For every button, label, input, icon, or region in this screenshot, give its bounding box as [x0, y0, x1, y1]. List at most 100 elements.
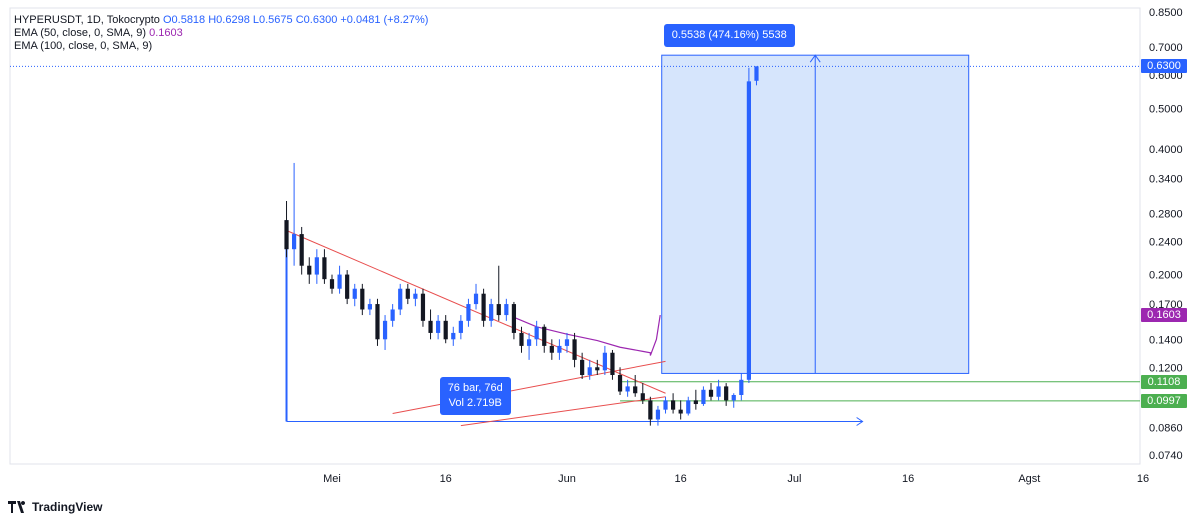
candle-body — [413, 293, 418, 299]
price-measure-label[interactable]: 0.5538 (474.16%) 5538 — [663, 24, 795, 48]
level2-price-tag: 0.0997 — [1141, 393, 1187, 408]
candle-body — [299, 234, 304, 266]
ema50-value: 0.1603 — [149, 27, 183, 39]
candle-body — [360, 288, 365, 310]
y-tick-label: 0.6000 — [1149, 70, 1183, 82]
candle-body — [314, 257, 319, 275]
measure-up-arrowhead — [809, 54, 821, 63]
candle-body — [625, 386, 630, 392]
ema100-label[interactable]: EMA (100, close, 0, SMA, 9) — [14, 40, 153, 52]
candle-body — [754, 66, 759, 81]
y-tick-label: 0.5000 — [1149, 103, 1183, 115]
range-measure-arrowhead — [856, 417, 864, 426]
candle-body — [663, 400, 668, 410]
level1-price-tag: 0.1108 — [1141, 374, 1187, 389]
candle-body — [458, 320, 463, 333]
last-price-tag: 0.6300 — [1141, 59, 1187, 74]
y-tick-label: 0.4000 — [1149, 144, 1183, 156]
candle-body — [633, 386, 638, 394]
candle-body — [549, 345, 554, 353]
candle-body — [489, 304, 494, 321]
candle-body — [511, 304, 517, 333]
y-tick-label: 0.0740 — [1149, 450, 1183, 462]
candle-body — [436, 320, 441, 333]
range-bars-text: 76 bar, 76d — [447, 381, 503, 394]
candle-body — [587, 367, 592, 375]
candle-body — [352, 288, 357, 299]
y-tick-label: 0.1400 — [1149, 334, 1183, 346]
candle-body — [322, 257, 327, 280]
x-tick-label: 16 — [440, 473, 452, 485]
candle-body — [617, 374, 623, 392]
y-tick-label: 0.7000 — [1149, 42, 1183, 54]
range-measure-label[interactable]: 76 bar, 76d Vol 2.719B — [439, 376, 511, 415]
candle-body — [671, 400, 676, 410]
candle-body — [739, 379, 744, 395]
candle-body — [580, 359, 585, 375]
y-tick-label: 0.0860 — [1149, 423, 1183, 435]
candle-body — [693, 400, 698, 405]
change-value: +0.0481 (+8.27%) — [340, 14, 429, 26]
candle-body — [398, 288, 403, 310]
candle-body — [648, 400, 653, 420]
symbol-label[interactable]: HYPERUSDT, 1D, Tokocrypto — [14, 14, 160, 26]
x-tick-label: 16 — [1137, 473, 1149, 485]
tradingview-brand[interactable]: TradingView — [8, 500, 102, 514]
candle-body — [390, 309, 395, 321]
candle-body — [367, 304, 372, 310]
ema50-line — [513, 314, 661, 356]
low-value: L0.5675 — [252, 14, 293, 26]
candle-body — [534, 326, 539, 340]
candle-body — [443, 320, 448, 340]
x-tick-label: Mei — [323, 473, 341, 485]
candle-body — [284, 220, 289, 250]
candle-body — [504, 304, 509, 316]
candle-body — [724, 386, 729, 401]
candle-body — [701, 389, 706, 405]
candle-body — [420, 293, 426, 321]
candle-body — [610, 352, 615, 375]
candle-body — [405, 288, 410, 299]
descending-trendline — [286, 230, 666, 394]
candle-body — [686, 400, 691, 414]
tradingview-name: TradingView — [32, 500, 103, 514]
rising-channel-lower — [460, 396, 666, 427]
chart-legend: HYPERUSDT, 1D, Tokocrypto O0.5818 H0.629… — [14, 14, 428, 53]
x-tick-label: Jun — [558, 473, 576, 485]
candle-body — [428, 320, 433, 333]
candle-body — [678, 409, 683, 414]
candle-body — [746, 81, 751, 380]
candle-body — [466, 304, 471, 321]
rising-channel-upper — [392, 360, 666, 415]
candle-body — [496, 304, 501, 316]
y-tick-label: 0.1200 — [1149, 362, 1183, 374]
candle-body — [595, 367, 600, 371]
high-value: H0.6298 — [208, 14, 250, 26]
candle-body — [655, 409, 661, 420]
candle-body — [307, 265, 312, 275]
y-tick-label: 0.2800 — [1149, 209, 1183, 221]
tradingview-logo-icon — [8, 501, 28, 513]
candle-body — [564, 339, 570, 346]
candle-body — [382, 320, 388, 340]
x-tick-label: Agst — [1018, 473, 1040, 485]
candle-body — [451, 332, 456, 340]
plot-frame — [9, 7, 1141, 465]
x-tick-label: 16 — [675, 473, 687, 485]
candle-body — [526, 339, 532, 346]
y-tick-label: 0.2400 — [1149, 236, 1183, 248]
y-tick-label: 0.8500 — [1149, 7, 1183, 19]
candle-body — [542, 326, 547, 346]
range-volume-text: Vol 2.719B — [448, 396, 502, 409]
close-value: C0.6300 — [295, 14, 338, 26]
candle-body — [572, 339, 577, 360]
candle-body — [708, 389, 714, 397]
candle-body — [640, 393, 645, 401]
candle-body — [519, 332, 524, 346]
x-tick-label: 16 — [902, 473, 914, 485]
y-tick-label: 0.3400 — [1149, 173, 1183, 185]
candle-body — [292, 234, 297, 250]
candle-body — [375, 304, 380, 340]
ema50-label[interactable]: EMA (50, close, 0, SMA, 9) — [14, 27, 147, 39]
